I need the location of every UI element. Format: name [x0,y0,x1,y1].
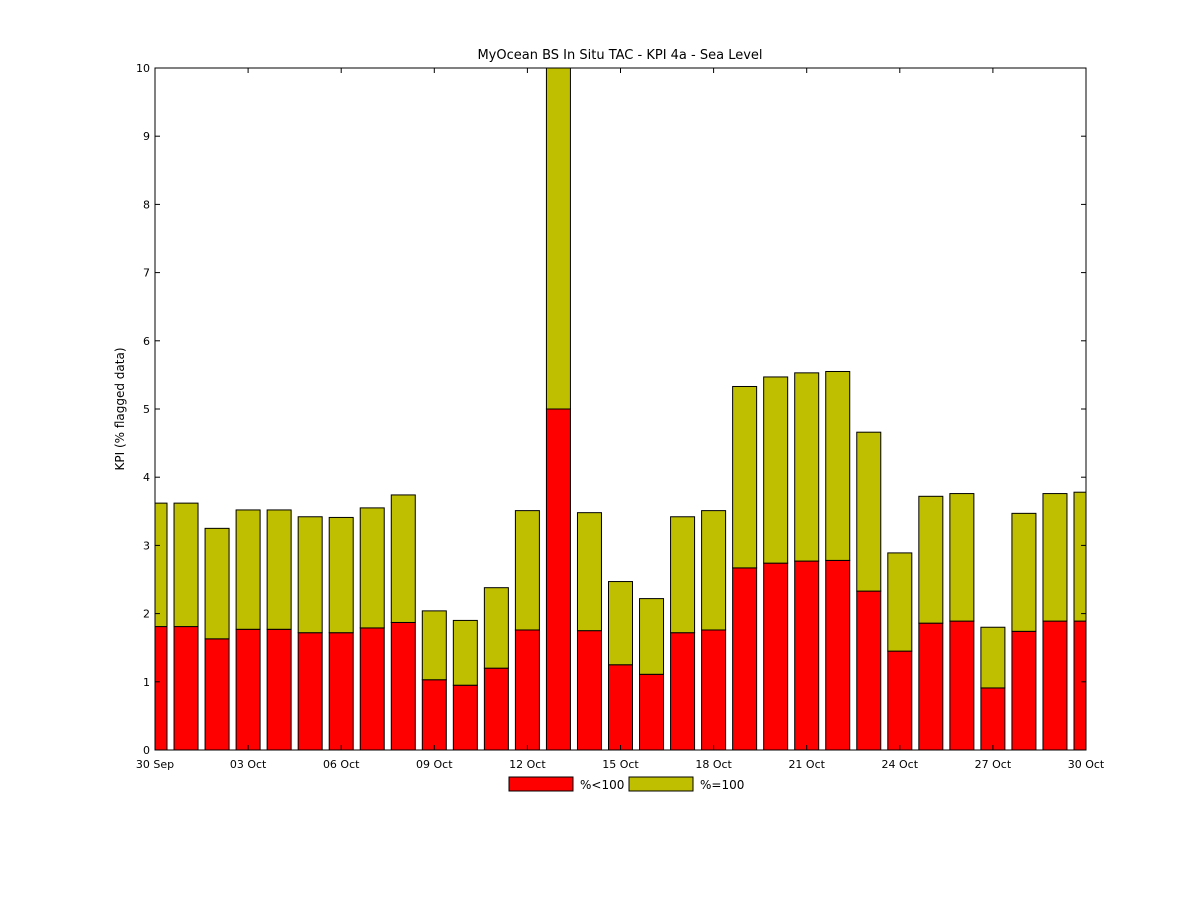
y-axis-label: KPI (% flagged data) [113,347,127,470]
bar-pct-equal-100-2012-10-01 [173,502,199,628]
bar-pct-less-100-2012-10-29 [1042,620,1068,750]
x-tick-label: 30 Sep [136,758,174,771]
bar-pct-less-100-2012-10-20 [763,562,789,750]
x-tick-label: 21 Oct [788,758,825,771]
bar-pct-less-100-2012-10-14 [576,630,602,750]
bar-pct-equal-100-2012-10-07 [359,507,385,629]
bar-pct-equal-100-2012-10-18 [701,510,727,631]
bar-pct-equal-100-2012-10-13 [545,68,571,410]
bar-pct-less-100-2012-10-10 [452,684,478,750]
bar-pct-less-100-2012-10-03 [235,628,261,750]
x-tick-label: 15 Oct [602,758,639,771]
legend-label-pct-equal-100: %=100 [700,778,744,792]
x-tick-label: 24 Oct [882,758,919,771]
y-tick-label: 5 [143,403,150,416]
bar-pct-equal-100-2012-10-29 [1042,493,1068,622]
y-tick-label: 9 [143,130,150,143]
bar-pct-equal-100-2012-10-14 [576,512,602,632]
bar-pct-less-100-2012-10-19 [732,567,758,750]
y-tick-label: 3 [143,539,150,552]
bar-pct-equal-100-2012-10-08 [390,494,416,623]
y-tick-label: 10 [136,62,150,75]
bar-pct-equal-100-2012-10-25 [918,495,944,624]
bar-pct-less-100-2012-10-05 [297,632,323,750]
x-tick-label: 09 Oct [416,758,453,771]
legend: %<100 %=100 [508,776,744,792]
bar-pct-less-100-2012-10-13 [545,408,571,750]
bar-pct-equal-100-2012-10-23 [856,431,882,592]
y-tick-label: 0 [143,744,150,757]
x-tick-label: 03 Oct [230,758,267,771]
bar-pct-less-100-2012-10-01 [173,626,199,750]
y-tick-label: 1 [143,676,150,689]
bar-pct-equal-100-2012-10-09 [421,610,447,681]
bar-pct-equal-100-2012-10-24 [887,552,913,652]
bar-pct-less-100-2012-10-21 [794,560,820,750]
bar-pct-less-100-2012-10-30 [1073,620,1086,750]
bar-pct-equal-100-2012-10-21 [794,372,820,562]
bar-pct-less-100-2012-10-15 [608,664,633,750]
bar-pct-equal-100-2012-10-17 [670,516,696,634]
bar-pct-equal-100-2012-10-28 [1011,512,1037,632]
bar-pct-equal-100-2012-10-20 [763,376,789,564]
bar-pct-less-100-2012-10-09 [421,679,447,750]
bar-pct-less-100-2012-10-28 [1011,630,1037,750]
legend-swatch-pct-less-100 [508,776,574,792]
bar-pct-equal-100-2012-10-02 [204,527,230,640]
chart-title: MyOcean BS In Situ TAC - KPI 4a - Sea Le… [477,48,762,63]
bars-layer [155,68,1086,750]
bar-pct-equal-100-2012-10-03 [235,509,261,630]
bar-pct-equal-100-2012-10-05 [297,516,323,634]
bar-pct-less-100-2012-09-30 [155,626,168,750]
x-tick-label: 12 Oct [509,758,546,771]
y-tick-label: 7 [143,267,150,280]
ticks-layer: 0 1 2 3 4 5 6 7 8 9 10 30 Sep 03 Oct 06 Oct 09 Oct 12 O… [136,62,1105,771]
bar-pct-less-100-2012-10-16 [639,673,665,750]
x-tick-label: 18 Oct [695,758,732,771]
bar-pct-equal-100-2012-10-19 [732,385,758,569]
bar-pct-less-100-2012-10-25 [918,622,944,750]
x-tick-label: 27 Oct [975,758,1012,771]
bar-pct-less-100-2012-10-27 [980,687,1006,750]
bar-pct-less-100-2012-10-26 [949,620,975,750]
bar-pct-less-100-2012-10-24 [887,650,913,750]
legend-label-pct-less-100: %<100 [580,778,624,792]
y-tick-label: 6 [143,335,150,348]
bar-pct-less-100-2012-10-22 [825,559,851,750]
bar-pct-equal-100-2012-10-12 [514,510,540,631]
bar-pct-less-100-2012-10-07 [359,627,385,750]
bar-pct-equal-100-2012-10-16 [639,598,665,675]
bar-pct-equal-100-2012-10-30 [1073,491,1086,622]
bar-pct-less-100-2012-10-04 [266,628,292,750]
bar-pct-less-100-2012-10-12 [514,629,540,750]
bar-pct-equal-100-2012-10-10 [452,619,478,686]
bar-pct-less-100-2012-10-23 [856,590,882,750]
y-tick-label: 8 [143,198,150,211]
bar-pct-equal-100-2012-10-04 [266,509,292,630]
bar-pct-less-100-2012-10-18 [701,629,727,750]
y-tick-label: 2 [143,608,150,621]
bar-pct-equal-100-2012-10-11 [483,587,509,669]
bar-pct-equal-100-2012-10-26 [949,493,975,622]
bar-pct-equal-100-2012-10-27 [980,626,1006,689]
bar-pct-less-100-2012-10-06 [328,632,354,750]
x-tick-label: 06 Oct [323,758,360,771]
bar-pct-equal-100-2012-10-06 [328,516,354,634]
bar-pct-less-100-2012-10-11 [483,667,509,750]
legend-swatch-pct-equal-100 [628,776,694,792]
bar-pct-less-100-2012-10-02 [204,638,230,750]
bar-pct-less-100-2012-10-08 [390,621,416,750]
y-tick-label: 4 [143,471,150,484]
bar-pct-less-100-2012-10-17 [670,632,696,750]
x-tick-label: 30 Oct [1068,758,1105,771]
bar-pct-equal-100-2012-09-30 [155,502,168,628]
bar-pct-equal-100-2012-10-22 [825,370,851,561]
bar-pct-equal-100-2012-10-15 [608,581,633,666]
